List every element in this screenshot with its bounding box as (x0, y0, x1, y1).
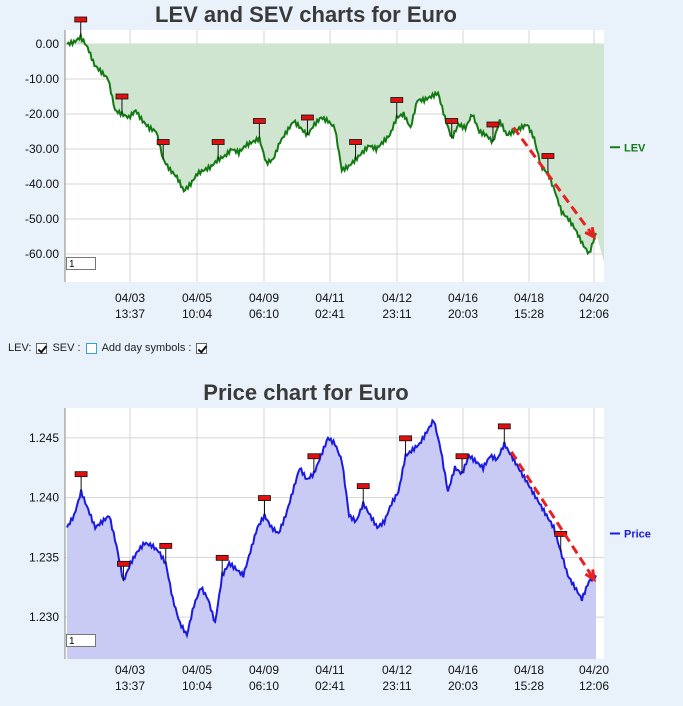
x-tick-time: 12:06 (579, 679, 609, 693)
x-tick-time: 10:04 (182, 679, 212, 693)
day-marker-icon (356, 483, 370, 504)
x-tick-date: 04/05 (182, 663, 212, 677)
price-area-fill (67, 420, 596, 659)
x-tick-date: 04/16 (448, 291, 478, 305)
trend-arrow-head (584, 226, 597, 240)
day-marker-icon (541, 153, 555, 174)
x-tick-date: 04/05 (182, 291, 212, 305)
x-tick-date: 04/09 (249, 663, 279, 677)
legend-label: Price (624, 529, 651, 541)
y-tick-label: 1.240 (29, 491, 59, 505)
lev-sev-chart: 0.00 -10.00 -20.00 -30.00 -40.00 -50.00 -60.00… (25, 16, 646, 321)
price-chart-page-input[interactable]: 1 (66, 634, 96, 647)
y-tick-label: -40.00 (25, 177, 59, 191)
y-tick-label: 1.245 (29, 431, 59, 445)
day-marker-icon (215, 554, 229, 576)
day-marker-icon (445, 118, 459, 139)
day-marker-icon (390, 97, 404, 118)
day-marker-icon (554, 531, 568, 552)
x-tick-date: 04/12 (382, 291, 412, 305)
day-symbols-label: Add day symbols : (101, 342, 192, 354)
x-tick-time: 23:11 (382, 307, 411, 321)
day-marker-icon (399, 435, 412, 456)
x-tick-date: 04/11 (315, 663, 344, 677)
series-controls: LEV: SEV : Add day symbols : (8, 342, 209, 354)
x-tick-date: 04/11 (315, 291, 344, 305)
x-tick-date: 04/20 (579, 291, 609, 305)
day-marker-icon (159, 542, 173, 564)
y-tick-label: 0.00 (36, 37, 60, 51)
y-tick-label: -10.00 (25, 72, 59, 86)
x-tick-time: 02:41 (315, 679, 345, 693)
day-marker-icon (455, 453, 469, 474)
x-tick-time: 02:41 (315, 307, 345, 321)
trend-arrow-head (584, 569, 596, 583)
lev-series-line (66, 31, 597, 256)
x-tick-date: 04/03 (115, 663, 145, 677)
lev-sev-chart-title: LEV and SEV charts for Euro (155, 2, 457, 27)
x-tick-time: 20:03 (448, 679, 478, 693)
day-marker-icon (497, 423, 511, 444)
x-tick-date: 04/18 (514, 663, 544, 677)
x-tick-date: 04/03 (115, 291, 145, 305)
sev-label: SEV : (52, 342, 81, 354)
day-marker-icon (258, 495, 271, 516)
y-tick-label: -50.00 (25, 212, 59, 226)
y-tick-label: 1.230 (29, 610, 59, 624)
price-series-line (66, 418, 597, 639)
y-tick-label: 1.235 (29, 550, 59, 564)
x-tick-date: 04/18 (514, 291, 544, 305)
trend-arrow (512, 126, 596, 238)
day-marker-icon (117, 560, 130, 582)
trend-arrow (510, 450, 596, 581)
lev-label: LEV: (8, 342, 32, 354)
x-tick-time: 23:11 (382, 679, 411, 693)
x-tick-time: 12:06 (579, 307, 609, 321)
x-tick-time: 20:03 (448, 307, 478, 321)
day-marker-icon (211, 139, 225, 160)
x-tick-time: 15:28 (514, 679, 544, 693)
day-marker-icon (307, 453, 321, 474)
x-tick-date: 04/16 (448, 663, 478, 677)
price-chart-title: Price chart for Euro (203, 380, 409, 405)
y-tick-label: -60.00 (25, 247, 59, 261)
x-tick-date: 04/12 (382, 663, 412, 677)
lev-chart-page-input[interactable]: 1 (66, 257, 96, 270)
day-marker-icon (349, 139, 362, 160)
y-tick-label: -20.00 (25, 107, 59, 121)
x-tick-time: 10:04 (182, 307, 212, 321)
y-tick-label: -30.00 (25, 142, 59, 156)
day-marker-icon (74, 471, 88, 492)
sev-checkbox[interactable] (85, 342, 97, 354)
day-marker-icon (486, 121, 500, 142)
day-marker-icon (156, 139, 170, 160)
x-tick-time: 06:10 (249, 307, 279, 321)
day-marker-icon (301, 114, 314, 135)
legend-label: LEV (624, 142, 646, 154)
x-tick-time: 13:37 (115, 307, 145, 321)
day-symbols-checkbox[interactable] (196, 342, 208, 354)
x-tick-time: 06:10 (249, 679, 279, 693)
lev-area-fill (67, 35, 604, 262)
day-marker-icon (115, 93, 129, 114)
x-tick-date: 04/20 (579, 663, 609, 677)
x-tick-time: 15:28 (514, 307, 544, 321)
day-marker-icon (74, 16, 88, 37)
x-tick-time: 13:37 (115, 679, 145, 693)
lev-checkbox[interactable] (36, 342, 48, 354)
x-tick-date: 04/09 (249, 291, 279, 305)
day-marker-icon (252, 118, 266, 139)
